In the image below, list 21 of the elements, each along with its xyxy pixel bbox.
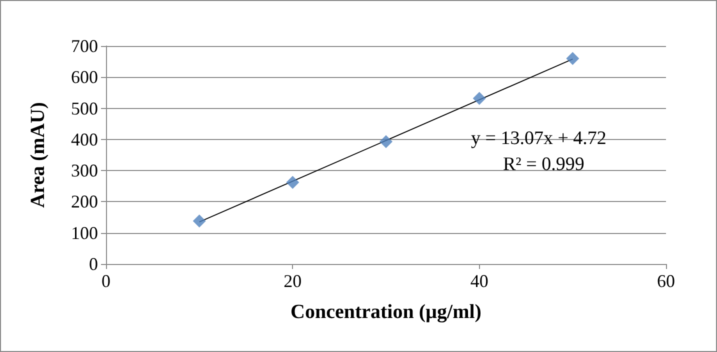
- point: [566, 52, 580, 65]
- annotation: R² = 0.999: [503, 154, 584, 175]
- y-tick-label: 0: [89, 254, 98, 274]
- y-tick-label: 200: [71, 192, 98, 212]
- x-tick-label: 40: [470, 271, 488, 291]
- y-tick-label: 300: [71, 160, 98, 181]
- point: [286, 176, 300, 189]
- x-axis-title: Concentration (µg/ml): [290, 301, 482, 323]
- x-tick-label: 0: [102, 271, 110, 291]
- x-tick-label: 20: [284, 271, 302, 291]
- y-tick-label: 700: [71, 36, 98, 56]
- y-tick-label: 500: [71, 98, 98, 118]
- y-tick-label: 100: [71, 222, 98, 243]
- point: [380, 135, 392, 148]
- annotation: y = 13.07x + 4.72: [471, 128, 606, 149]
- y-axis-title: Area (mAU): [27, 102, 49, 208]
- point: [472, 92, 486, 105]
- y-tick-label: 600: [71, 67, 98, 88]
- point: [192, 214, 206, 228]
- x-tick-label: 60: [657, 271, 675, 291]
- y-tick-label: 400: [71, 129, 98, 150]
